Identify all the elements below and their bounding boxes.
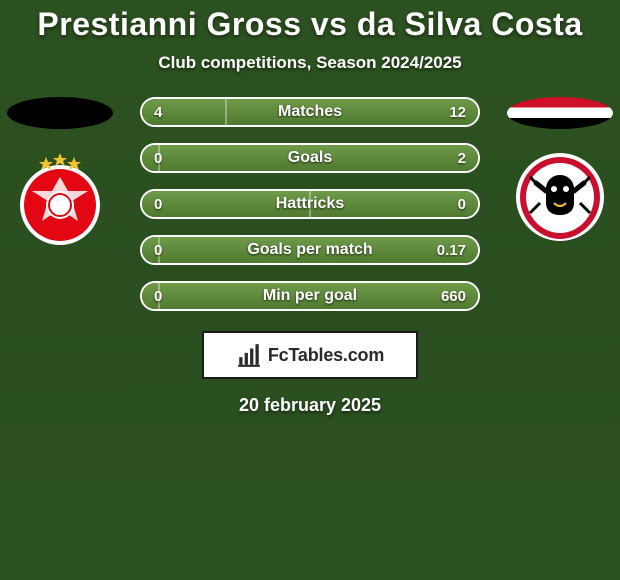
left-crest <box>10 155 110 239</box>
logo-text: FcTables.com <box>268 345 384 366</box>
stat-label: Matches <box>196 103 424 121</box>
stat-label: Goals per match <box>196 241 424 259</box>
stat-value-right: 12 <box>424 104 478 121</box>
stat-value-right: 0.17 <box>424 242 478 259</box>
oliveirense-crest-icon <box>510 147 610 247</box>
stat-value-left: 0 <box>142 242 196 259</box>
page-subtitle: Club competitions, Season 2024/2025 <box>158 53 461 73</box>
stat-value-left: 4 <box>142 104 196 121</box>
right-crest <box>510 155 610 239</box>
fctables-logo: FcTables.com <box>202 331 418 379</box>
stat-label: Goals <box>196 149 424 167</box>
stat-value-left: 0 <box>142 196 196 213</box>
page-title: Prestianni Gross vs da Silva Costa <box>37 6 582 43</box>
stat-bar: 0Min per goal660 <box>140 281 480 311</box>
stat-value-right: 0 <box>424 196 478 213</box>
stat-label: Min per goal <box>196 287 424 305</box>
date-label: 20 february 2025 <box>239 395 381 416</box>
barchart-icon <box>236 342 262 368</box>
right-team-column <box>500 97 620 239</box>
left-flag <box>7 97 113 129</box>
stat-bar: 0Hattricks0 <box>140 189 480 219</box>
stat-bar: 0Goals2 <box>140 143 480 173</box>
comparison-panel: 4Matches120Goals20Hattricks00Goals per m… <box>0 97 620 311</box>
stat-bar: 0Goals per match0.17 <box>140 235 480 265</box>
benfica-crest-icon <box>10 147 110 247</box>
stat-value-left: 0 <box>142 288 196 305</box>
stat-value-right: 660 <box>424 288 478 305</box>
stat-bar: 4Matches12 <box>140 97 480 127</box>
stat-value-right: 2 <box>424 150 478 167</box>
left-team-column <box>0 97 120 239</box>
right-flag <box>507 97 613 129</box>
stat-label: Hattricks <box>196 195 424 213</box>
stat-value-left: 0 <box>142 150 196 167</box>
stats-bars: 4Matches120Goals20Hattricks00Goals per m… <box>140 97 480 311</box>
